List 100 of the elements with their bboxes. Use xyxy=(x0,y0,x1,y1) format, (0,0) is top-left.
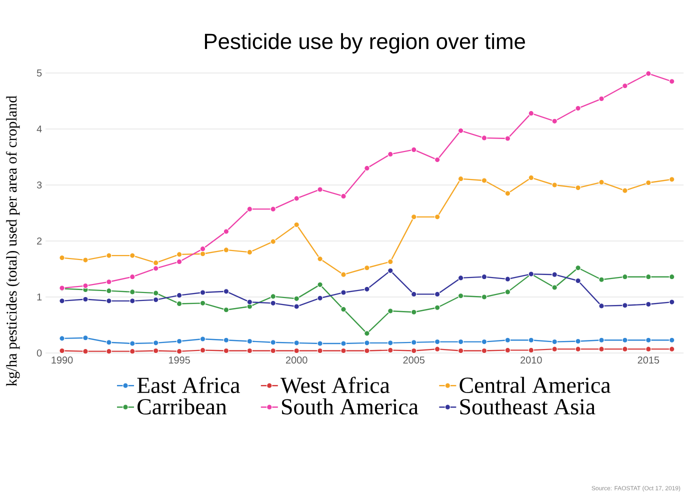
legend-label: Southeast Asia xyxy=(460,398,596,415)
point xyxy=(223,337,230,344)
legend-label: South America xyxy=(282,398,418,415)
legend-label: East Africa xyxy=(137,376,240,394)
point xyxy=(622,346,628,352)
point xyxy=(317,348,323,354)
point xyxy=(646,301,652,308)
point xyxy=(246,338,253,344)
point xyxy=(200,246,206,252)
point xyxy=(504,276,511,282)
x-tick-label: 2005 xyxy=(403,356,425,364)
point xyxy=(294,196,300,202)
point xyxy=(223,288,230,294)
point xyxy=(176,338,182,344)
point xyxy=(481,178,488,184)
point xyxy=(552,272,558,278)
x-tick-label: 1995 xyxy=(168,356,190,364)
point xyxy=(364,348,370,354)
point xyxy=(340,272,346,278)
point xyxy=(598,303,604,309)
y-tick-label: 5 xyxy=(36,70,42,76)
point xyxy=(646,346,652,352)
point xyxy=(294,340,300,346)
point xyxy=(388,340,394,346)
point xyxy=(528,347,534,354)
point xyxy=(246,206,253,212)
point xyxy=(504,289,511,295)
point xyxy=(129,298,136,304)
point xyxy=(200,336,206,342)
point xyxy=(458,292,464,299)
point xyxy=(598,337,604,344)
point xyxy=(152,340,159,346)
point xyxy=(410,291,417,298)
point xyxy=(200,290,206,296)
point xyxy=(668,78,675,84)
point xyxy=(82,257,88,263)
point xyxy=(434,156,440,163)
point xyxy=(388,308,394,314)
point xyxy=(410,339,417,346)
y-tick-label: 1 xyxy=(37,294,42,300)
point xyxy=(270,206,276,212)
point xyxy=(668,346,675,352)
point xyxy=(59,348,65,354)
x-tick-label: 2010 xyxy=(520,356,542,364)
point xyxy=(364,264,370,271)
point xyxy=(152,266,159,272)
point xyxy=(364,330,370,336)
point xyxy=(129,252,136,258)
point xyxy=(481,274,488,280)
point xyxy=(317,256,323,262)
point xyxy=(598,346,604,352)
point xyxy=(152,260,159,266)
point xyxy=(598,276,604,283)
point xyxy=(434,214,440,220)
point xyxy=(388,258,394,265)
point xyxy=(434,346,440,352)
point xyxy=(481,348,488,354)
legend-label: Central America xyxy=(460,376,611,394)
legend-label: West Africa xyxy=(280,376,390,394)
point xyxy=(246,299,253,305)
point xyxy=(668,274,675,280)
point xyxy=(528,337,534,344)
point xyxy=(481,135,488,141)
point xyxy=(481,294,488,300)
point xyxy=(340,290,346,296)
point xyxy=(270,339,276,346)
point xyxy=(129,289,136,295)
point xyxy=(364,165,370,172)
point xyxy=(458,348,464,354)
legend-label: Carribean xyxy=(138,398,227,415)
point xyxy=(388,151,394,158)
point xyxy=(552,182,558,188)
point xyxy=(270,238,276,244)
point xyxy=(504,337,511,344)
point xyxy=(504,136,511,142)
point xyxy=(106,298,112,304)
point xyxy=(458,275,464,281)
point xyxy=(129,340,136,346)
point xyxy=(622,337,628,344)
x-tick-label: 2015 xyxy=(638,356,660,364)
point xyxy=(575,338,581,344)
point xyxy=(270,348,276,354)
point xyxy=(622,274,628,280)
point xyxy=(340,340,346,346)
point xyxy=(575,278,581,284)
point xyxy=(317,186,323,192)
point xyxy=(59,336,65,342)
point xyxy=(364,340,370,346)
point xyxy=(388,347,394,354)
point xyxy=(410,146,417,153)
point xyxy=(552,284,558,290)
point xyxy=(246,348,253,354)
point xyxy=(646,180,652,186)
point xyxy=(668,299,675,305)
point xyxy=(152,296,159,303)
point xyxy=(668,176,675,182)
point xyxy=(575,184,581,191)
point xyxy=(176,258,182,265)
point xyxy=(294,348,300,354)
point xyxy=(504,190,511,196)
